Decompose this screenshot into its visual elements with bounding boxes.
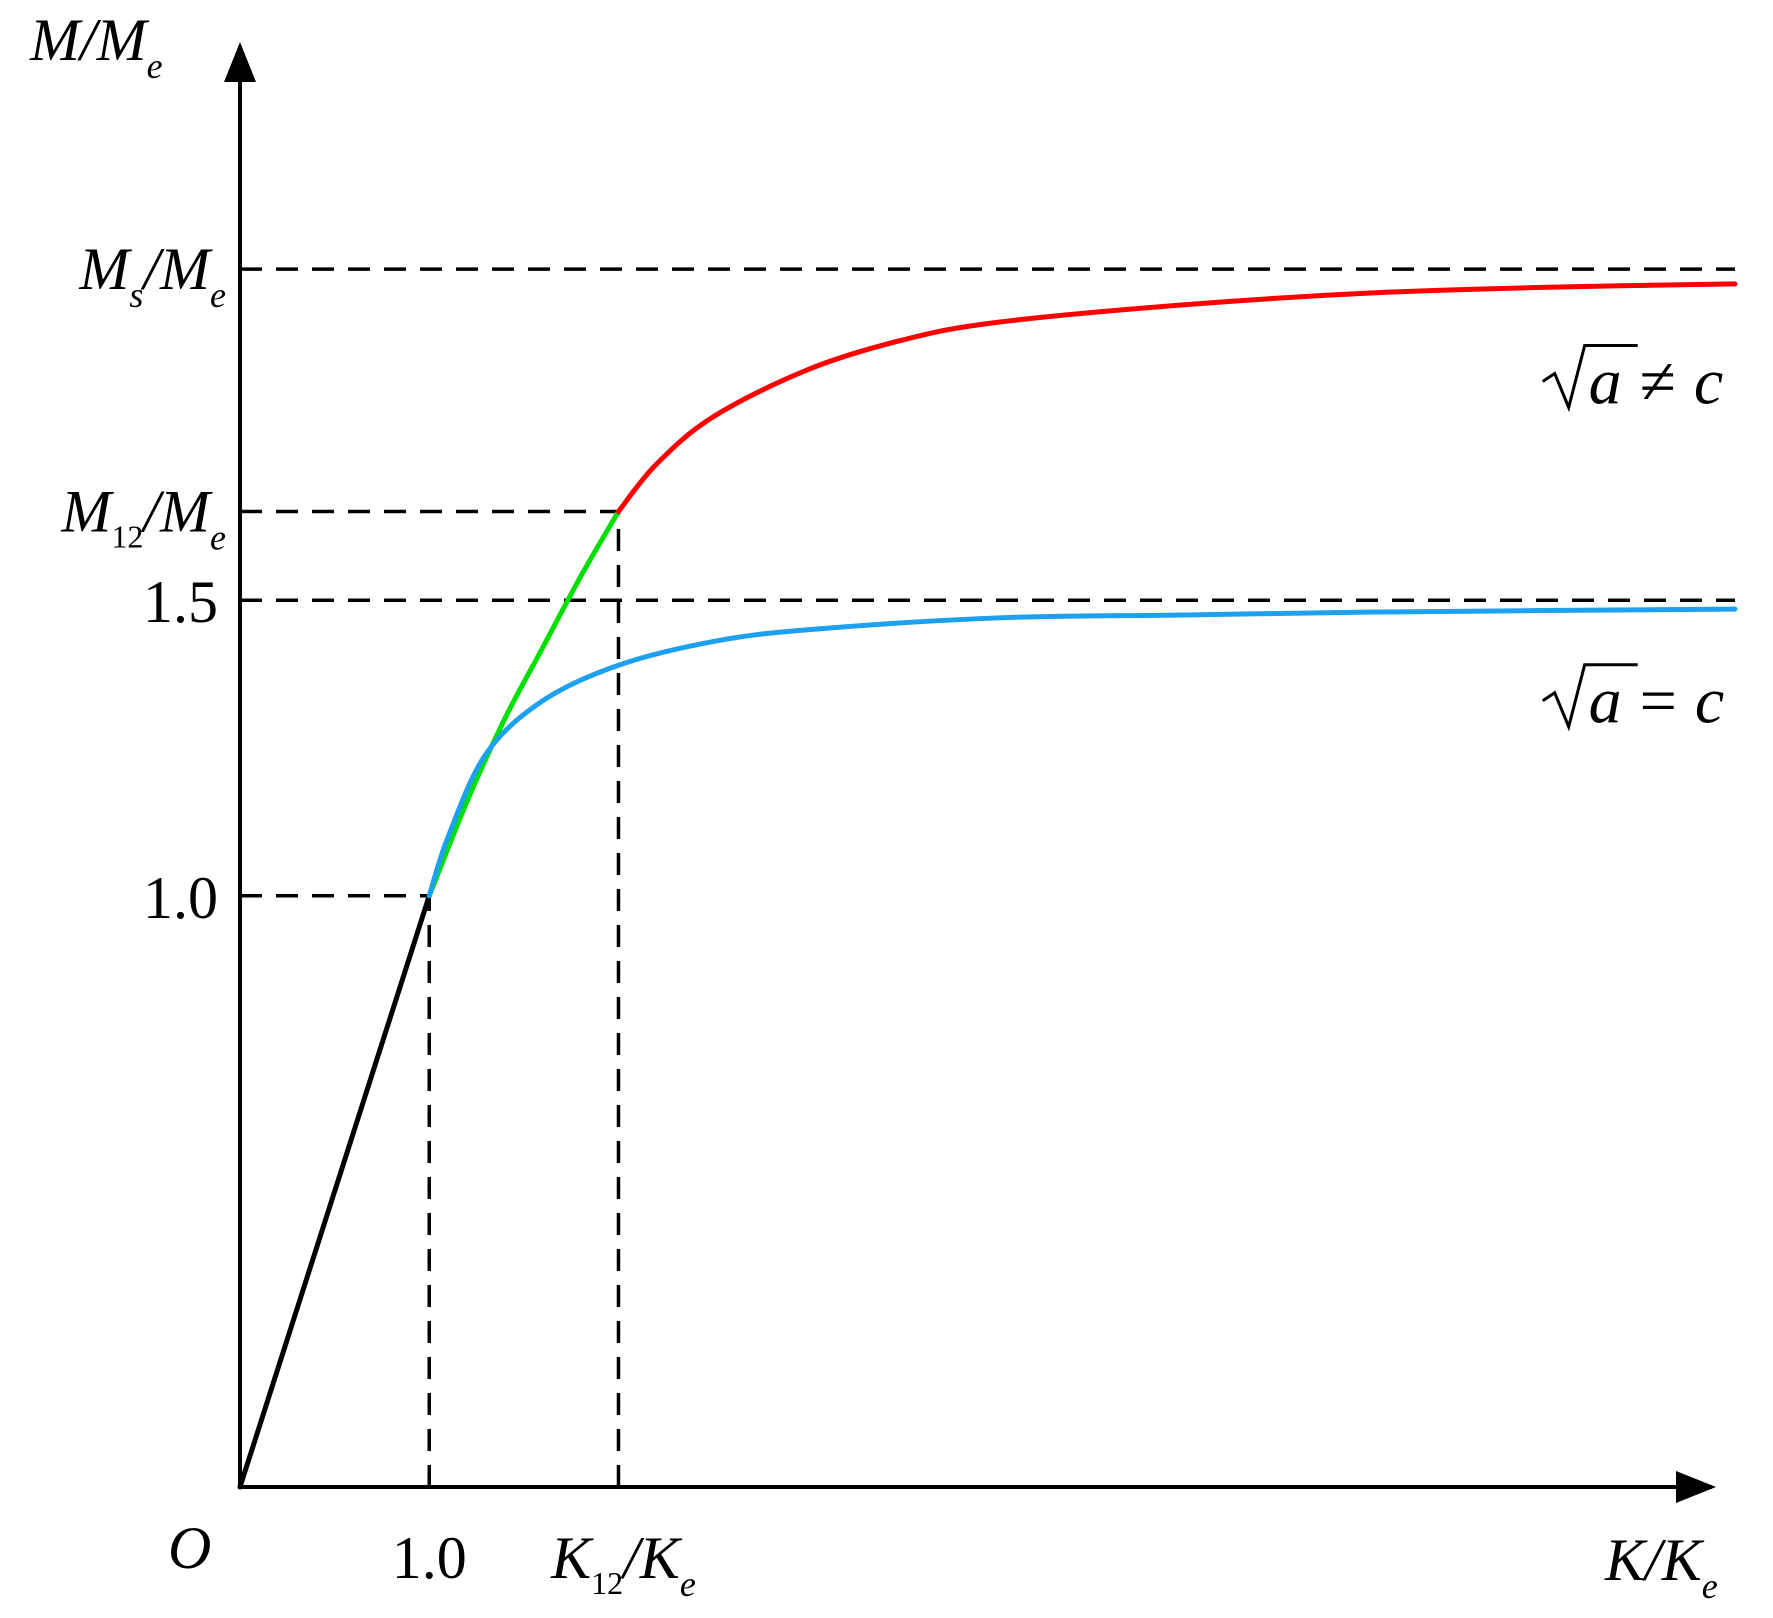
- radical-sign: [1541, 343, 1638, 413]
- y-tick-label-1-5: 1.5: [143, 569, 218, 635]
- annotation-sqrt-a-eq-c: a = c: [1541, 663, 1725, 738]
- y-tick-label-m12: M12/Me: [60, 479, 226, 558]
- x-tick-labels: 1.0 K12/Ke: [392, 1525, 696, 1604]
- y-tick-label-ms: Ms/Me: [78, 236, 226, 315]
- y-tick-labels: 1.0 1.5 M12/Me Ms/Me: [60, 236, 226, 931]
- series-line-3: [426, 606, 1738, 899]
- annotation-sqrt-a-neq-c: a ≠ c: [1541, 343, 1724, 418]
- reference-lines: [240, 267, 1735, 1487]
- series-line-1: [426, 509, 621, 899]
- series-line-2: [615, 281, 1738, 515]
- series-line-0: [237, 893, 432, 1490]
- y-tick-label-1-0: 1.0: [143, 865, 218, 931]
- x-tick-label-k12: K12/Ke: [550, 1525, 696, 1604]
- y-axis-label: M/Me: [29, 7, 163, 86]
- annotation-text: a ≠ c: [1589, 345, 1724, 418]
- x-tick-label-1: 1.0: [392, 1525, 467, 1591]
- radical-sign: [1541, 663, 1638, 732]
- series-layer: [237, 281, 1738, 1490]
- x-axis-label: K/Ke: [1604, 1527, 1718, 1606]
- origin-label: O: [168, 1515, 211, 1581]
- annotation-text: a = c: [1589, 665, 1725, 738]
